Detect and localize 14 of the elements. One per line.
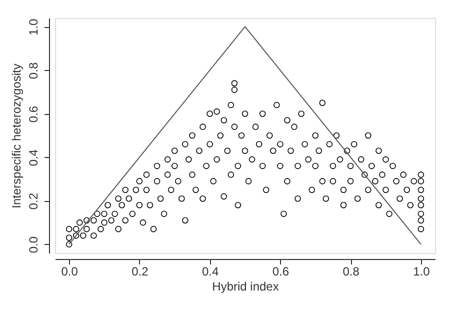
y-tick-label: 1.0 xyxy=(26,18,40,36)
x-tick-label: 0.4 xyxy=(202,264,219,278)
y-tick-label: 0.2 xyxy=(26,192,40,210)
x-tick-label: 0.0 xyxy=(61,264,78,278)
x-tick-label: 0.6 xyxy=(272,264,290,278)
x-tick-label: 0.2 xyxy=(132,264,149,278)
x-axis-title: Hybrid index xyxy=(212,280,279,294)
x-tick-label: 1.0 xyxy=(413,264,430,278)
y-tick-label: 0.4 xyxy=(26,149,40,166)
x-tick-label: 0.8 xyxy=(342,264,360,278)
y-tick-label: 0.6 xyxy=(26,106,40,123)
y-tick-label: 0.0 xyxy=(26,236,40,254)
y-tick-label: 0.8 xyxy=(26,62,40,80)
y-axis-title: Interspecific heterozygosity xyxy=(10,64,24,208)
